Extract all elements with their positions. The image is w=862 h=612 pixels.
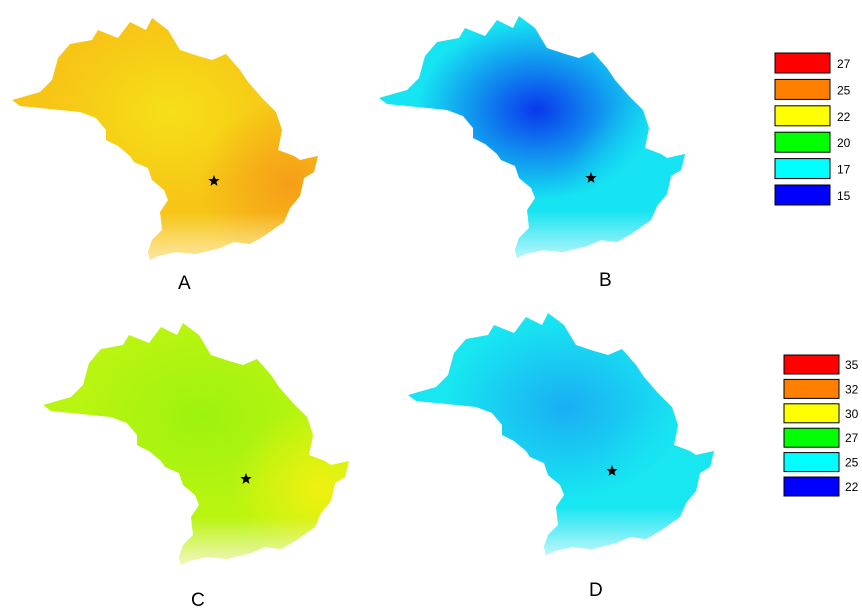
star-icon	[240, 473, 252, 484]
legend-swatch	[774, 184, 831, 206]
panel-label-c: C	[191, 590, 205, 611]
star-icon	[606, 465, 618, 476]
legend-value: 27	[837, 57, 851, 71]
legend-value: 35	[845, 358, 859, 372]
legend-value: 30	[845, 407, 859, 421]
legend-value: 25	[845, 456, 859, 470]
star-icon	[208, 175, 220, 186]
map-panel-d	[408, 313, 714, 555]
map-panel-a	[12, 18, 318, 260]
legend-swatch	[783, 476, 840, 497]
legend-swatch	[783, 378, 840, 399]
legend-swatch	[783, 452, 840, 473]
legend-value: 22	[845, 480, 859, 494]
legend-value: 25	[837, 83, 851, 97]
panel-label-d: D	[589, 580, 603, 601]
map-panel-b	[379, 16, 685, 258]
legend-swatch	[774, 52, 831, 74]
legend-value: 27	[845, 431, 859, 445]
legend-bottom: 35 32 30 27 25 22	[783, 354, 859, 497]
legend-value: 32	[845, 382, 859, 396]
legend-swatch	[774, 78, 831, 100]
legend-value: 20	[837, 136, 851, 150]
panel-label-b: B	[599, 270, 612, 291]
panel-label-a: A	[178, 273, 191, 294]
legend-swatch	[783, 403, 840, 424]
legend-value: 17	[837, 163, 851, 177]
legend-swatch	[774, 131, 831, 153]
legend-swatch	[774, 158, 831, 180]
legend-swatch	[783, 354, 840, 375]
legend-value: 15	[837, 189, 851, 203]
map-panel-c	[43, 323, 349, 565]
legend-swatch	[783, 427, 840, 448]
star-icon	[585, 172, 597, 183]
legend-value: 22	[837, 110, 851, 124]
legend-swatch	[774, 105, 831, 127]
legend-top: 27 25 22 20 17 15	[774, 52, 851, 206]
